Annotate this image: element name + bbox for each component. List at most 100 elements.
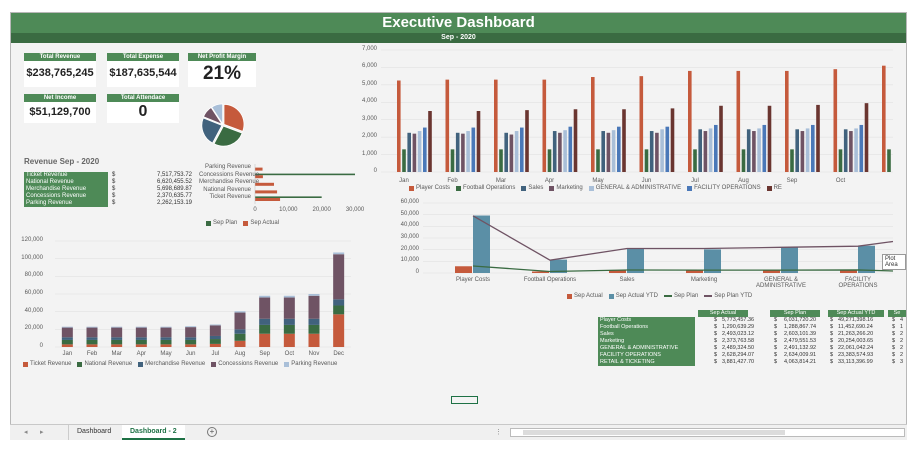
cell-currency: $ — [774, 338, 778, 344]
cell-currency: $ — [892, 352, 896, 358]
revenue-pie-chart[interactable] — [198, 100, 248, 150]
cell-value: 1 — [900, 324, 904, 330]
ytd-chart[interactable] — [423, 202, 894, 274]
legend-item: Sep Actual — [567, 293, 603, 299]
scroll-thumb[interactable] — [523, 430, 785, 435]
actual-bar — [255, 175, 263, 179]
next-sheet-icon[interactable]: ▸ — [40, 429, 44, 436]
y-tick: 60,000 — [400, 199, 419, 205]
expense-bar — [703, 131, 708, 172]
horizontal-scrollbar[interactable] — [510, 428, 905, 437]
expense-bar — [611, 130, 616, 172]
ytd-actual-bar — [840, 269, 857, 273]
cell-value: 4 — [900, 317, 904, 323]
y-tick: 0 — [373, 168, 377, 174]
ytd-actual-ytd-bar — [858, 245, 875, 273]
cell-value: 22,061,042.24 — [838, 345, 874, 351]
expense-bar — [639, 76, 644, 172]
stacked-bar-segment — [209, 339, 221, 344]
stacked-bar-segment — [283, 297, 295, 319]
x-tick: GENERAL & ADMINISTRATIVE — [756, 277, 806, 289]
expense-bar — [591, 77, 595, 172]
tab-options-icon[interactable]: ⋮ — [495, 429, 502, 436]
ytd-actual-bar — [609, 270, 626, 273]
cell-value: 33,113,396.99 — [838, 359, 873, 365]
row-name: FACILITY OPERATIONS — [598, 352, 695, 359]
y-tick: 20,000 — [400, 245, 419, 252]
table-row: RETAIL & TICKETING $3,881,427.70 $4,063,81… — [598, 359, 906, 366]
stacked-bar-segment — [135, 327, 147, 338]
stacked-bar-segment — [185, 326, 197, 328]
actual-bar — [255, 198, 281, 201]
monthly-revenue-chart[interactable] — [55, 240, 351, 348]
stacked-bar-segment — [135, 344, 147, 347]
cell-value: 2,603,101.39 — [784, 331, 817, 337]
y-tick: 40,000 — [400, 222, 419, 229]
plan-ytd-line — [472, 215, 894, 261]
tab-dashboard-2[interactable]: Dashboard - 2 — [122, 425, 185, 440]
kpi-label: Total Revenue — [24, 53, 96, 61]
expense-bar — [854, 128, 858, 172]
pie-slice — [211, 103, 224, 126]
y-tick: 80,000 — [24, 272, 43, 279]
cell-value: 2 — [900, 338, 904, 344]
legend-label: Ticket Revenue — [30, 361, 72, 367]
pie-slice — [201, 117, 223, 144]
x-tick: Jun — [185, 351, 196, 357]
expense-bar — [800, 131, 805, 172]
x-tick: 20,000 — [312, 207, 331, 213]
tab-dashboard[interactable]: Dashboard — [68, 425, 119, 440]
expense-bar — [736, 70, 741, 172]
cell-currency: $ — [714, 352, 718, 358]
expense-bar — [573, 109, 578, 172]
stacked-bar-segment — [234, 333, 246, 341]
expense-bar — [547, 149, 552, 172]
stacked-bar-segment — [111, 337, 123, 340]
expense-bar — [476, 111, 481, 172]
cell-value: 6,031,720.20 — [784, 317, 817, 323]
y-tick: 4,000 — [361, 98, 377, 105]
stacked-bar-segment — [283, 333, 295, 347]
stacked-bar-segment — [308, 318, 320, 325]
legend-item: Football Operations — [456, 185, 515, 191]
expense-bar — [499, 149, 503, 172]
stacked-bar-segment — [160, 344, 172, 347]
category-label: Ticket Revenue — [209, 194, 251, 201]
expense-bar — [542, 79, 547, 172]
prev-sheet-icon[interactable]: ◂ — [24, 429, 28, 436]
monthly-expense-chart[interactable] — [381, 49, 893, 173]
x-tick: Feb — [447, 178, 458, 184]
stacked-bar-segment — [160, 337, 172, 340]
stacked-bar-segment — [86, 326, 98, 328]
expense-bar — [601, 131, 605, 172]
selected-cell[interactable] — [451, 396, 478, 404]
cell-value: 23,383,574.93 — [838, 352, 874, 358]
revenue-section-title: Revenue Sep - 2020 — [24, 157, 100, 166]
expense-bar — [790, 149, 794, 172]
cell-currency: $ — [830, 331, 834, 337]
row-name: Parking Revenue — [24, 200, 108, 207]
legend-item: Marketing — [549, 185, 583, 191]
y-tick: 100,000 — [21, 254, 43, 261]
x-tick: Jul — [211, 351, 220, 357]
plan-actual-chart[interactable] — [254, 164, 355, 210]
cell-currency: $ — [774, 359, 778, 365]
legend-swatch — [766, 185, 772, 191]
expense-bar — [509, 134, 514, 172]
kpi-value: 0 — [138, 103, 148, 120]
legend-item: Sep Plan — [206, 220, 237, 226]
stacked-bar-segment — [111, 327, 123, 338]
add-sheet-icon[interactable]: + — [207, 427, 217, 437]
expense-bar — [688, 70, 692, 172]
cell-currency: $ — [830, 324, 834, 330]
x-tick: Apr — [544, 178, 555, 184]
cell-currency: $ — [892, 345, 896, 351]
legend-label: Sep Plan YTD — [714, 293, 753, 299]
legend-item: Sep Actual YTD — [608, 293, 658, 299]
vertical-scrollbar[interactable] — [906, 45, 907, 423]
cell-currency: $ — [774, 317, 778, 323]
row-name: Marketing — [598, 338, 695, 345]
expense-bar — [471, 127, 476, 172]
column-header: Sep Actual YTD — [828, 310, 884, 317]
expense-bar — [882, 65, 886, 172]
